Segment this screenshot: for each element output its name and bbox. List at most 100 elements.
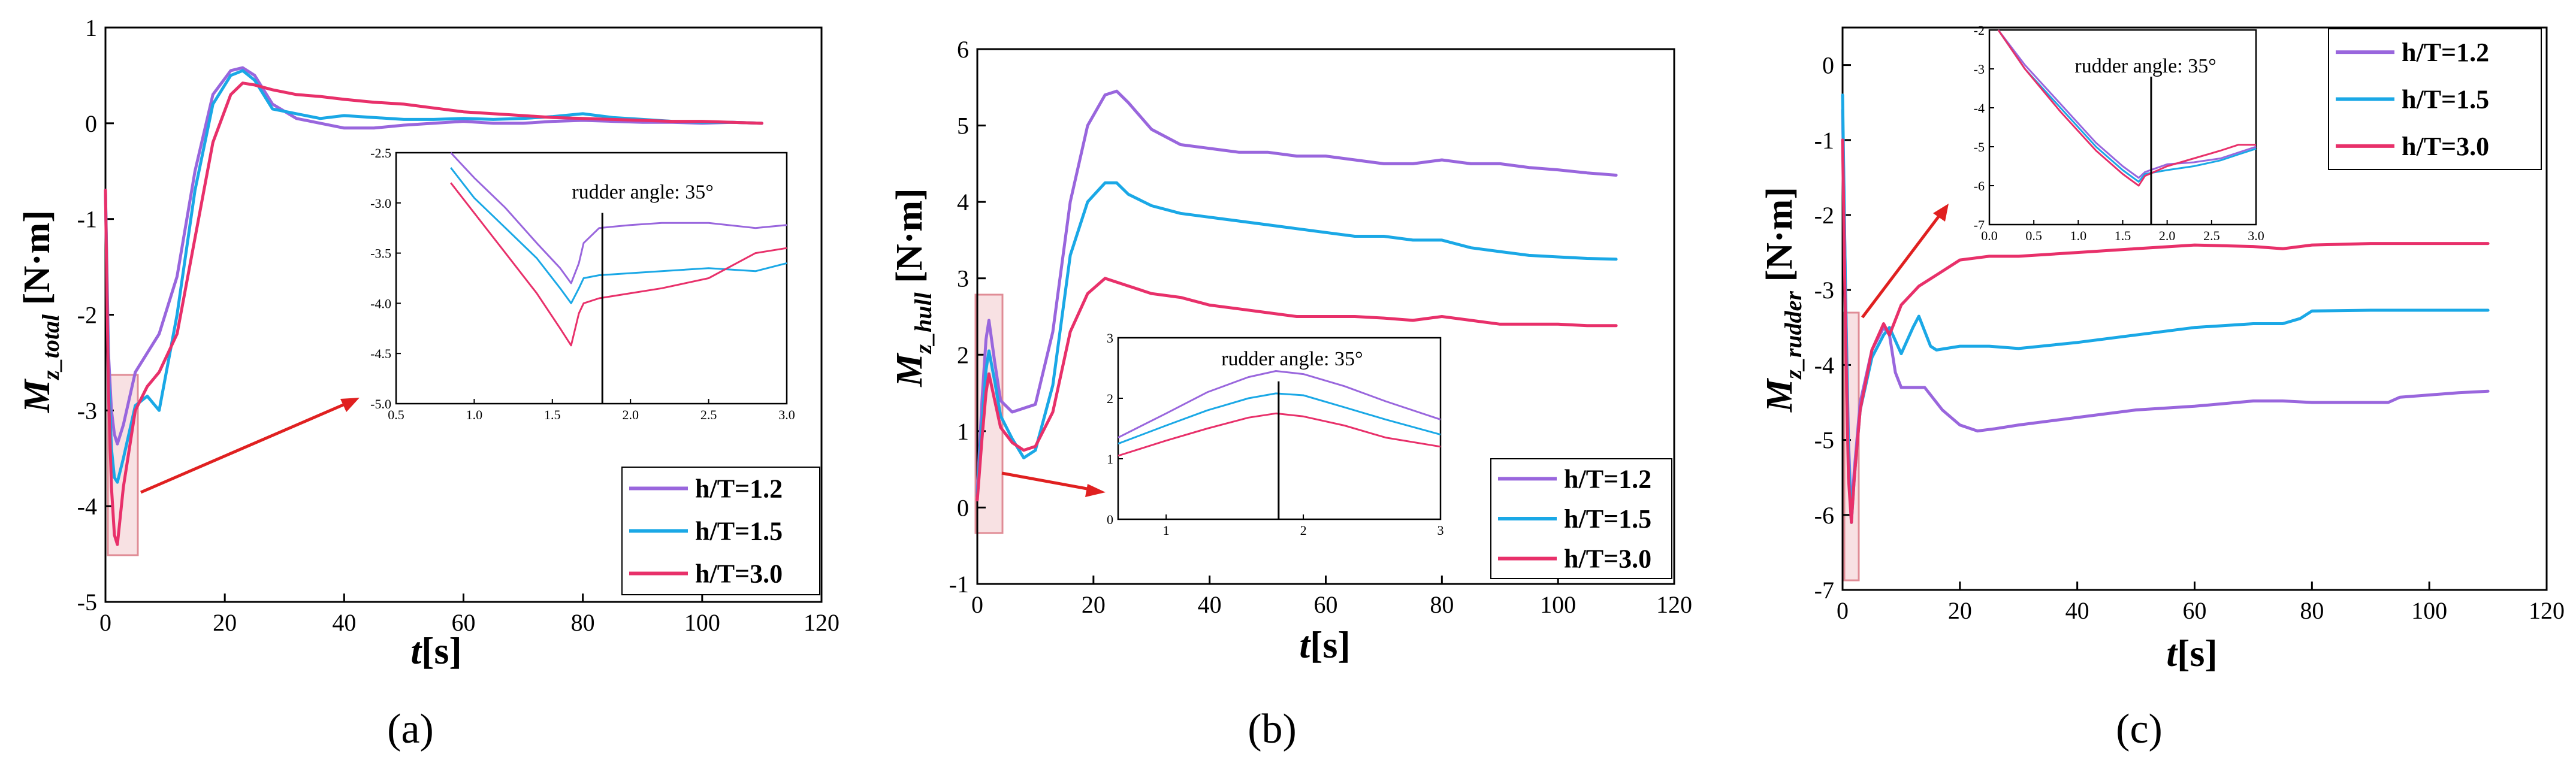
inset-x-tick-label: 3.0 [2248, 228, 2264, 243]
inset-x-tick-label: 3 [1438, 523, 1444, 538]
y-tick-label: -7 [1814, 577, 1834, 604]
x-tick-label: 20 [1082, 591, 1106, 618]
inset-series-line-h/T=3.0 [450, 182, 787, 347]
y-tick-label: 0 [85, 110, 97, 137]
x-tick-label: 0 [971, 591, 983, 618]
panel-label: (c) [2116, 706, 2163, 752]
x-tick-label: 80 [1430, 591, 1454, 618]
legend-entry: h/T=3.0 [2402, 132, 2489, 161]
inset-y-tick-label: 2 [1107, 391, 1113, 406]
inset-x-tick-label: 1.0 [466, 407, 483, 422]
y-tick-label: 3 [957, 265, 969, 292]
zoom-arrow-head [1933, 204, 1949, 222]
legend-entry: h/T=3.0 [695, 559, 783, 589]
inset-y-tick-label: -7 [1974, 217, 1985, 232]
inset-x-tick-label: 1.5 [544, 407, 561, 422]
y-tick-label: -1 [949, 571, 969, 598]
panel-a: 0 20 40 60 80 100 120-5-4-3-2-101h/T=1.2h/T=1.… [17, 14, 839, 752]
y-tick-label: 1 [85, 14, 97, 41]
x-tick-label: 60 [452, 609, 476, 636]
panel-c: 0 20 40 60 80 100 120-7-6-5-4-3-2-10 h/T=1.2h/T… [1759, 23, 2565, 752]
y-tick-label: -3 [1814, 277, 1834, 304]
inset-x-tick-label: 2.0 [622, 407, 639, 422]
x-tick-label: 100 [2411, 597, 2447, 624]
inset-x-tick-label: 2.5 [2203, 228, 2220, 243]
series-line-h/T=3.0 [104, 81, 763, 546]
series-line-h/T=1.2 [104, 66, 763, 446]
inset-series-line-h/T=1.5 [1997, 29, 2257, 183]
panel-label: (a) [387, 706, 434, 752]
x-tick-label: 20 [213, 609, 237, 636]
y-tick-label: 1 [957, 418, 969, 445]
inset-axes: 0.5 1.0 1.5 2.0 2.5 3.0 -5.0 -4.5 -4.0 -3.5 -3.0 -2… [370, 146, 795, 422]
series-line-h/T=3.0 [1841, 138, 2490, 524]
main-axes: 0 20 40 60 80 100 120-7-6-5-4-3-2-10 h/T=1.2h/T… [1814, 26, 2565, 624]
y-tick-label: -5 [1814, 427, 1834, 454]
inset-y-tick-label: -3.0 [370, 196, 391, 211]
inset-axes: 1 2 3 0 1 2 3 rudder angle: 35° [1107, 331, 1444, 538]
legend-entry: h/T=3.0 [1564, 544, 1651, 574]
legend-entry: h/T=1.2 [2402, 38, 2489, 67]
y-tick-label: -2 [77, 302, 97, 329]
y-tick-label: 5 [957, 113, 969, 140]
x-tick-label: 20 [1948, 597, 1972, 624]
inset-frame [1988, 29, 2257, 226]
x-tick-label: 0 [1837, 597, 1849, 624]
x-axis-label: t[s] [2166, 632, 2217, 674]
y-tick-label: -2 [1814, 202, 1834, 229]
inset-x-tick-label: 0.5 [388, 407, 404, 422]
x-tick-label: 40 [332, 609, 356, 636]
inset-y-tick-label: -5 [1974, 140, 1985, 155]
x-axis-label: t[s] [1299, 623, 1350, 666]
legend-entry: h/T=1.2 [1564, 464, 1651, 493]
inset-series-line-h/T=3.0 [1997, 29, 2256, 187]
inset-x-tick-label: 0.0 [1981, 228, 1998, 243]
rudder-angle-annotation: rudder angle: 35° [2074, 55, 2216, 77]
inset-y-tick-label: 1 [1107, 452, 1113, 467]
x-tick-label: 60 [2183, 597, 2207, 624]
y-tick-label: 2 [957, 341, 969, 368]
inset-x-tick-label: 2 [1300, 523, 1307, 538]
inset-series-line-h/T=1.2 [1118, 370, 1441, 438]
x-tick-label: 0 [99, 609, 111, 636]
y-tick-label: -1 [1814, 127, 1834, 154]
inset-y-tick-label: 0 [1107, 512, 1113, 527]
x-tick-label: 100 [1540, 591, 1576, 618]
inset-series-line-h/T=1.2 [1997, 29, 2257, 179]
inset-y-tick-label: -4 [1974, 101, 1985, 116]
series-line-h/T=3.0 [976, 277, 1618, 502]
y-axis-label: Mz_hull [N·m] [889, 188, 937, 387]
legend: h/T=1.2 h/T=1.5 h/T=3.0 [621, 467, 820, 595]
x-tick-label: 40 [1198, 591, 1222, 618]
x-tick-label: 80 [571, 609, 595, 636]
inset-series-line-h/T=1.5 [450, 167, 787, 304]
y-tick-label: -4 [77, 493, 97, 520]
main-axes: 0 20 40 60 80 100 120-10123456h/T=1.2h/T=1.5h/… [949, 36, 1692, 618]
panel-label: (b) [1248, 706, 1297, 752]
y-axis-label: Mz_rudder [N·m] [1759, 187, 1807, 413]
inset-series-line-h/T=1.5 [1118, 392, 1441, 445]
series-line-h/T=1.2 [976, 89, 1618, 494]
panel-b: 0 20 40 60 80 100 120-10123456h/T=1.2h/T=1.5h/… [889, 36, 1692, 752]
y-tick-label: 0 [957, 494, 969, 521]
y-tick-label: -6 [1814, 502, 1834, 529]
legend-entry: h/T=1.5 [1564, 504, 1651, 534]
x-tick-label: 40 [2065, 597, 2089, 624]
zoom-arrow [140, 401, 349, 494]
inset-x-tick-label: 1.5 [2115, 228, 2131, 243]
inset-y-tick-label: -3.5 [370, 246, 391, 261]
legend-entry: h/T=1.2 [695, 474, 783, 504]
inset-frame [395, 152, 788, 405]
legend-entry: h/T=1.5 [695, 517, 783, 546]
series-line-h/T=1.5 [976, 181, 1618, 498]
inset-x-tick-label: 1 [1163, 523, 1170, 538]
inset-y-tick-label: -6 [1974, 178, 1985, 193]
x-tick-label: 80 [2300, 597, 2324, 624]
inset-axes: 0.0 0.5 1.0 1.5 2.0 2.5 3.0 -7 -6 -5 -4 -3 -2 rudder … [1974, 23, 2264, 243]
rudder-angle-annotation: rudder angle: 35° [1221, 348, 1363, 370]
y-tick-label: 6 [957, 36, 969, 63]
inset-y-tick-label: -4.5 [370, 346, 391, 361]
legend: h/T=1.2 h/T=1.5 h/T=3.0 [2328, 28, 2542, 170]
y-tick-label: -4 [1814, 352, 1834, 379]
